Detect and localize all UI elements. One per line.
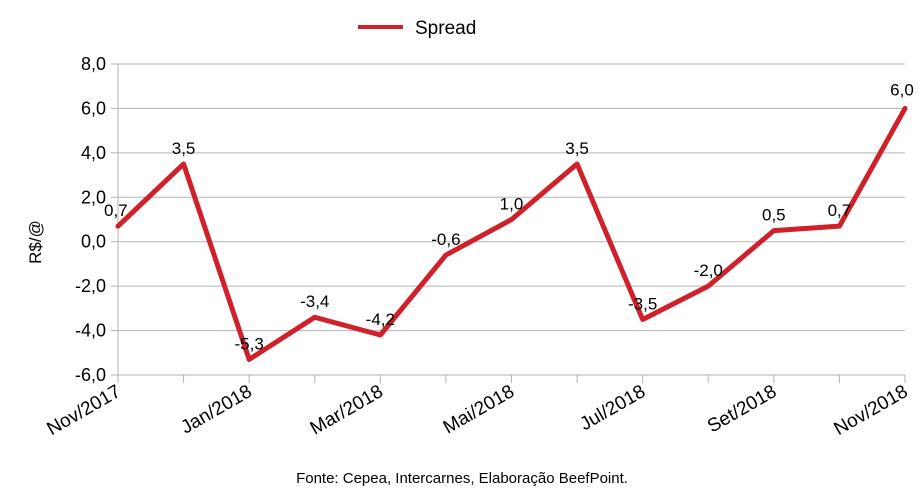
x-tick-label: Nov/2018 <box>831 381 912 440</box>
y-tick-label: 4,0 <box>81 143 106 163</box>
x-tick-label: Mar/2018 <box>307 381 387 439</box>
data-label: 3,5 <box>565 139 589 158</box>
data-labels: 0,7 3,5 -5,3 -3,4 -4,2 -0,6 1,0 3,5 -3,5 -2,0 0,5 0… <box>104 80 914 353</box>
y-tick-labels: 8,0 6,0 4,0 2,0 0,0 -2,0 -4,0 -6,0 <box>75 54 106 385</box>
data-label: -3,5 <box>628 294 657 313</box>
y-tick-label: 0,0 <box>81 232 106 252</box>
series-line-spread <box>115 105 908 362</box>
x-tick-labels: Nov/2017 Jan/2018 Mar/2018 Mai/2018 Jul/2018… <box>44 381 912 440</box>
x-tick-label: Jan/2018 <box>177 381 255 438</box>
x-tick-label: Jul/2018 <box>576 381 649 435</box>
data-label: -4,2 <box>366 310 395 329</box>
x-tick-label: Mai/2018 <box>440 381 518 438</box>
source-note: Fonte: Cepea, Intercarnes, Elaboração Be… <box>296 470 628 487</box>
data-label: 6,0 <box>890 80 914 99</box>
y-tick-label: 8,0 <box>81 54 106 74</box>
y-tick-label: -2,0 <box>75 276 106 296</box>
data-label: 0,5 <box>762 206 786 225</box>
y-tick-label: 6,0 <box>81 98 106 118</box>
data-label: 0,7 <box>104 201 128 220</box>
data-label: 3,5 <box>172 139 196 158</box>
x-tick-label: Set/2018 <box>704 381 780 437</box>
grid-lines <box>118 63 905 376</box>
series-line <box>115 105 908 362</box>
data-label: -2,0 <box>694 261 723 280</box>
data-label: -3,4 <box>300 292 329 311</box>
y-axis-title: R$/@ <box>26 220 45 264</box>
legend: Spread <box>358 18 476 39</box>
data-label: 1,0 <box>500 195 524 214</box>
data-label: -0,6 <box>431 230 460 249</box>
data-label: 0,7 <box>828 201 852 220</box>
x-tick-label: Nov/2017 <box>44 381 125 440</box>
data-label: -5,3 <box>235 334 264 353</box>
y-tick-label: -6,0 <box>75 365 106 385</box>
y-tick-label: -4,0 <box>75 321 106 341</box>
y-tick-label: 2,0 <box>81 187 106 207</box>
axes <box>111 63 906 383</box>
legend-label-spread: Spread <box>415 18 476 39</box>
